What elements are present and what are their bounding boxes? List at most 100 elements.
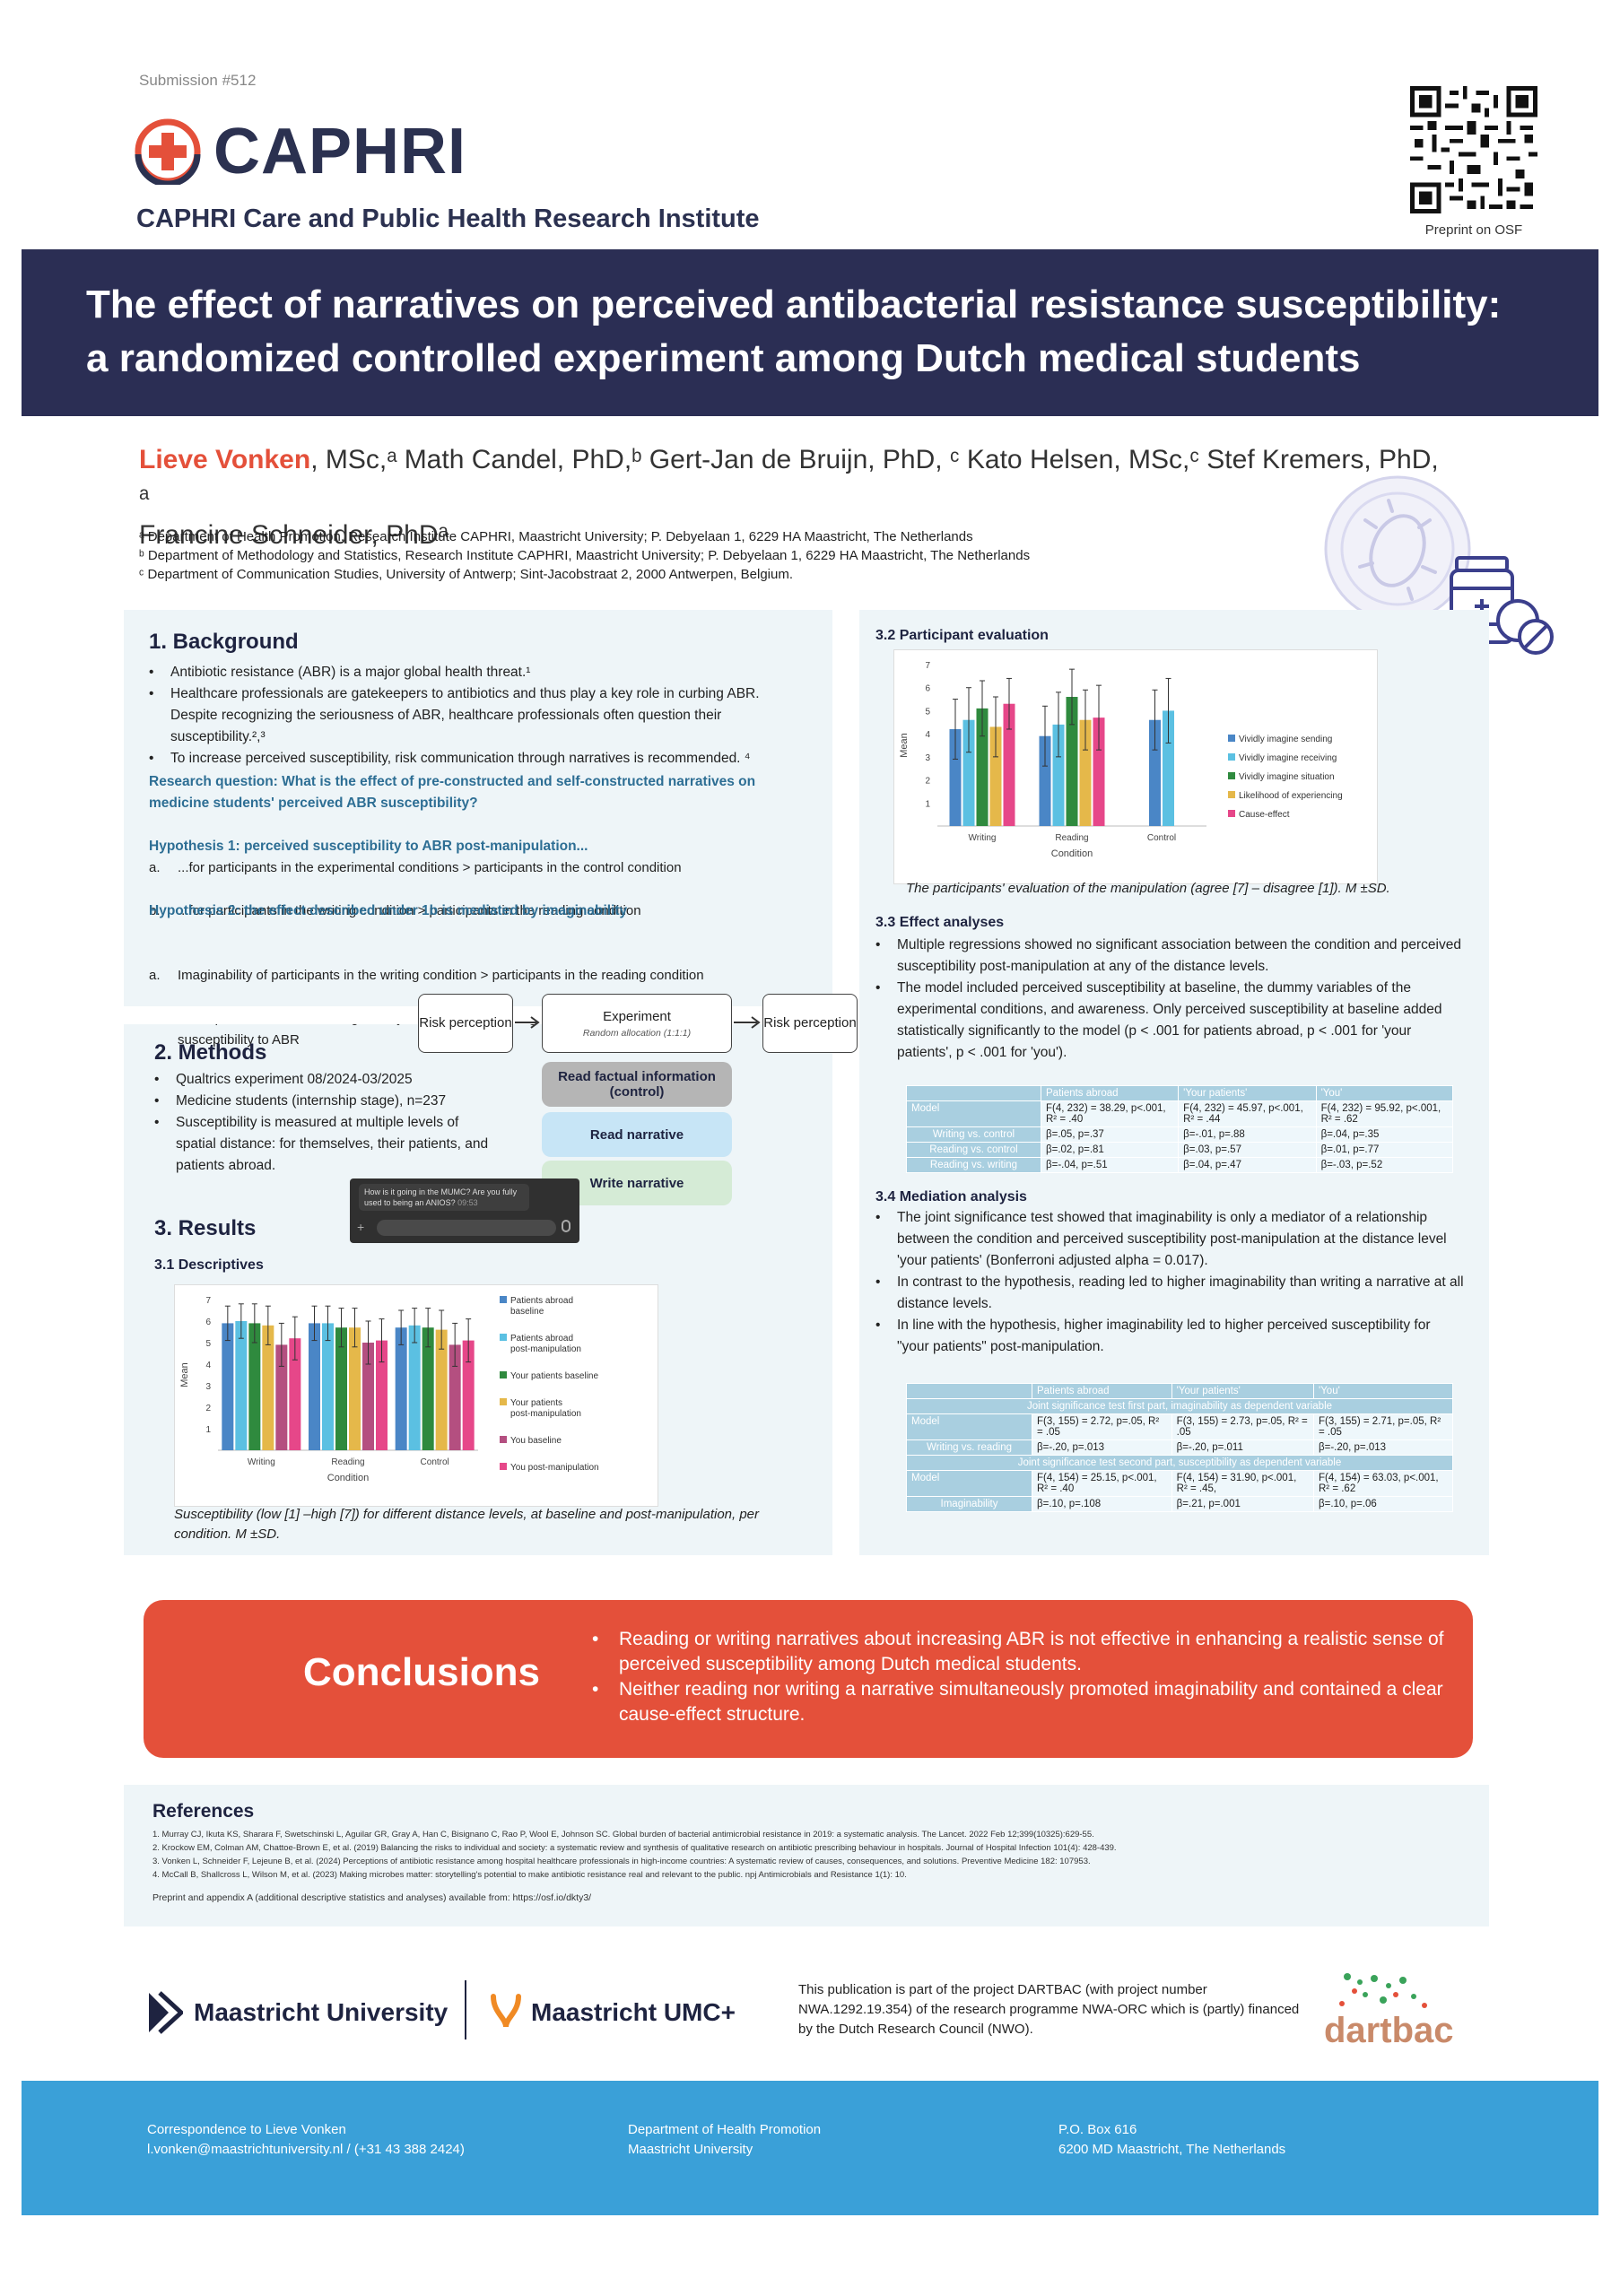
bar [422,1327,434,1450]
bar [435,1329,448,1450]
background-bullet: Healthcare professionals are gatekeepers… [147,683,802,748]
hypothesis-1: Hypothesis 1: perceived susceptibility t… [149,839,588,854]
y-tick-label: 4 [205,1361,211,1370]
research-question: Research question: What is the effect of… [149,774,756,811]
bar [309,1323,320,1450]
methods-bullets: Qualtrics experiment 08/2024-03/2025 Med… [152,1069,502,1177]
title-banner: The effect of narratives on perceived an… [22,249,1598,416]
caphri-cross-icon [135,118,201,185]
results-heading: 3. Results [154,1216,257,1240]
background-bullet: To increase perceived susceptibility, ri… [147,748,802,770]
bar [322,1323,334,1450]
y-tick-label: 6 [925,684,930,694]
legend-swatch [1228,810,1235,817]
bar [222,1323,234,1450]
references-heading: References [152,1801,255,1822]
y-tick-label: 1 [205,1425,211,1435]
qr-code[interactable] [1410,86,1537,213]
y-tick-label: 4 [925,730,930,740]
bar [1149,719,1161,826]
footer-email[interactable]: l.vonken@maastrichtuniversity.nl / (+31 … [147,2142,465,2157]
affiliations: ᵃ Department of Health Promotion, Resear… [139,527,1030,584]
y-tick-label: 2 [925,777,930,787]
effect-analyses-bullets: Multiple regressions showed no significa… [874,935,1466,1064]
dartbac-logo-text: dartbac [1324,2011,1454,2050]
condition-control: Read factual information (control) [542,1062,732,1107]
legend-swatch [500,1371,507,1378]
effect-analyses-heading: 3.3 Effect analyses [875,915,1005,930]
bar [235,1321,248,1450]
co-authors-line-1: , MSc,ᵃ Math Candel, PhD,ᵇ Gert-Jan de B… [139,445,1439,512]
y-tick-label: 7 [925,661,930,671]
footer-department: Department of Health Promotion Maastrich… [628,2120,821,2160]
x-tick-label: Reading [1055,833,1088,843]
hypothesis-2a: a. Imaginability of participants in the w… [149,968,704,983]
bar [289,1338,301,1450]
y-tick-label: 1 [925,799,930,809]
footer-correspondence: Correspondence to Lieve Vonken [147,2122,346,2137]
bar [362,1343,374,1450]
legend-label: Vividly imagine receiving [1239,753,1337,763]
author-list: Lieve Vonken, MSc,ᵃ Math Candel, PhD,ᵇ G… [139,441,1449,554]
bar [1163,710,1174,826]
legend-swatch [500,1463,507,1470]
methods-heading: 2. Methods [154,1040,267,1065]
mumc-name: Maastricht UMC+ [531,1998,736,2026]
mediation-bullet: In line with the hypothesis, higher imag… [874,1315,1466,1358]
partner-logos: Maastricht University Maastricht UMC+ Th… [144,1970,1489,2077]
legend-swatch [500,1334,507,1341]
x-tick-label: Reading [331,1457,364,1467]
bar [949,729,962,826]
footer-address-line: 6200 MD Maastricht, The Netherlands [1058,2142,1286,2157]
lead-author: Lieve Vonken [139,445,311,474]
affiliation-b: ᵇ Department of Methodology and Statisti… [139,548,1031,563]
institute-name: CAPHRI Care and Public Health Research I… [136,204,760,233]
footer-dept-line: Department of Health Promotion [628,2122,822,2137]
chat-message: How is it going in the MUMC? Are you ful… [359,1184,529,1211]
legend-label: Likelihood of experiencing [1239,791,1343,801]
submission-number: Submission #512 [139,72,257,89]
add-icon: + [357,1220,365,1234]
y-axis-label: Mean [179,1362,190,1387]
legend-label: baseline [510,1307,544,1317]
legend-label: You post-manipulation [510,1463,599,1473]
qr-label: Preprint on OSF [1424,222,1523,238]
reference-item: 2. Krockow EM, Colman AM, Chattoe-Brown … [152,1843,1117,1853]
mumc-logo-icon [491,1994,521,2028]
conclusions-list: Reading or writing narratives about incr… [592,1627,1444,1727]
microphone-icon [562,1220,570,1232]
reference-item: 1. Murray CJ, Ikuta KS, Sharara F, Swets… [152,1830,1094,1839]
y-tick-label: 5 [925,707,930,717]
bar [275,1344,288,1450]
footer-address: P.O. Box 616 6200 MD Maastricht, The Net… [1058,2120,1285,2160]
x-tick-label: Control [421,1457,449,1467]
participant-evaluation-heading: 3.2 Participant evaluation [875,628,1049,643]
table-row: Writing vs. reading β=-.20, p=.013 β=-.20,… [906,1439,1453,1456]
mediation-bullets: The joint significance test showed that … [874,1207,1466,1358]
mediation-bullet: The joint significance test showed that … [874,1207,1466,1272]
bar [976,708,989,826]
hypothesis-2: Hypothesis 2: the effect described under… [149,903,628,918]
flow-experiment: Experiment Random allocation (1:1:1) [542,994,732,1053]
table-row: Writing vs. control β=.05, p=.37 β=-.01, p… [906,1126,1454,1143]
condition-read-narrative: Read narrative [542,1112,732,1157]
legend-swatch [1228,772,1235,779]
methods-bullet: Susceptibility is measured at multiple l… [152,1112,502,1177]
bar [462,1340,475,1450]
preprint-link[interactable]: Preprint and appendix A (additional desc… [152,1892,592,1903]
legend-label: Vividly imagine situation [1239,772,1335,782]
effect-bullet: The model included perceived susceptibil… [874,978,1466,1064]
x-tick-label: Writing [248,1457,275,1467]
table-row: Imaginability β=.10, p=.108 β=.21, p=.001 β… [906,1496,1453,1512]
conclusion-bullet: Reading or writing narratives about incr… [592,1627,1444,1677]
right-panel: 3.2 Participant evaluation 1 2 3 4 5 6 7 Mean Co… [859,610,1489,1555]
legend-swatch [500,1296,507,1303]
legend-label: post-manipulation [510,1344,581,1354]
background-bullets: Antibiotic resistance (ABR) is a major g… [147,662,802,770]
mediation-heading: 3.4 Mediation analysis [875,1189,1027,1205]
reference-list: 1. Murray CJ, Ikuta KS, Sharara F, Swets… [152,1828,1117,1882]
left-panel: 1. Background Antibiotic resistance (ABR… [124,610,858,1555]
descriptives-chart: 1 2 3 4 5 6 7 Mean Condition Writing Reading Contro… [174,1284,658,1507]
references-section: References 1. Murray CJ, Ikuta KS, Shara… [124,1785,1489,1926]
caphri-logo-text: CAPHRI [213,116,467,187]
